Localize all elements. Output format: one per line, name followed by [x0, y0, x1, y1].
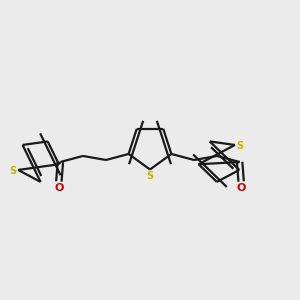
Text: O: O	[236, 183, 246, 193]
Text: O: O	[54, 183, 64, 193]
Text: S: S	[9, 166, 16, 176]
Text: S: S	[237, 141, 244, 151]
Text: S: S	[146, 171, 154, 181]
